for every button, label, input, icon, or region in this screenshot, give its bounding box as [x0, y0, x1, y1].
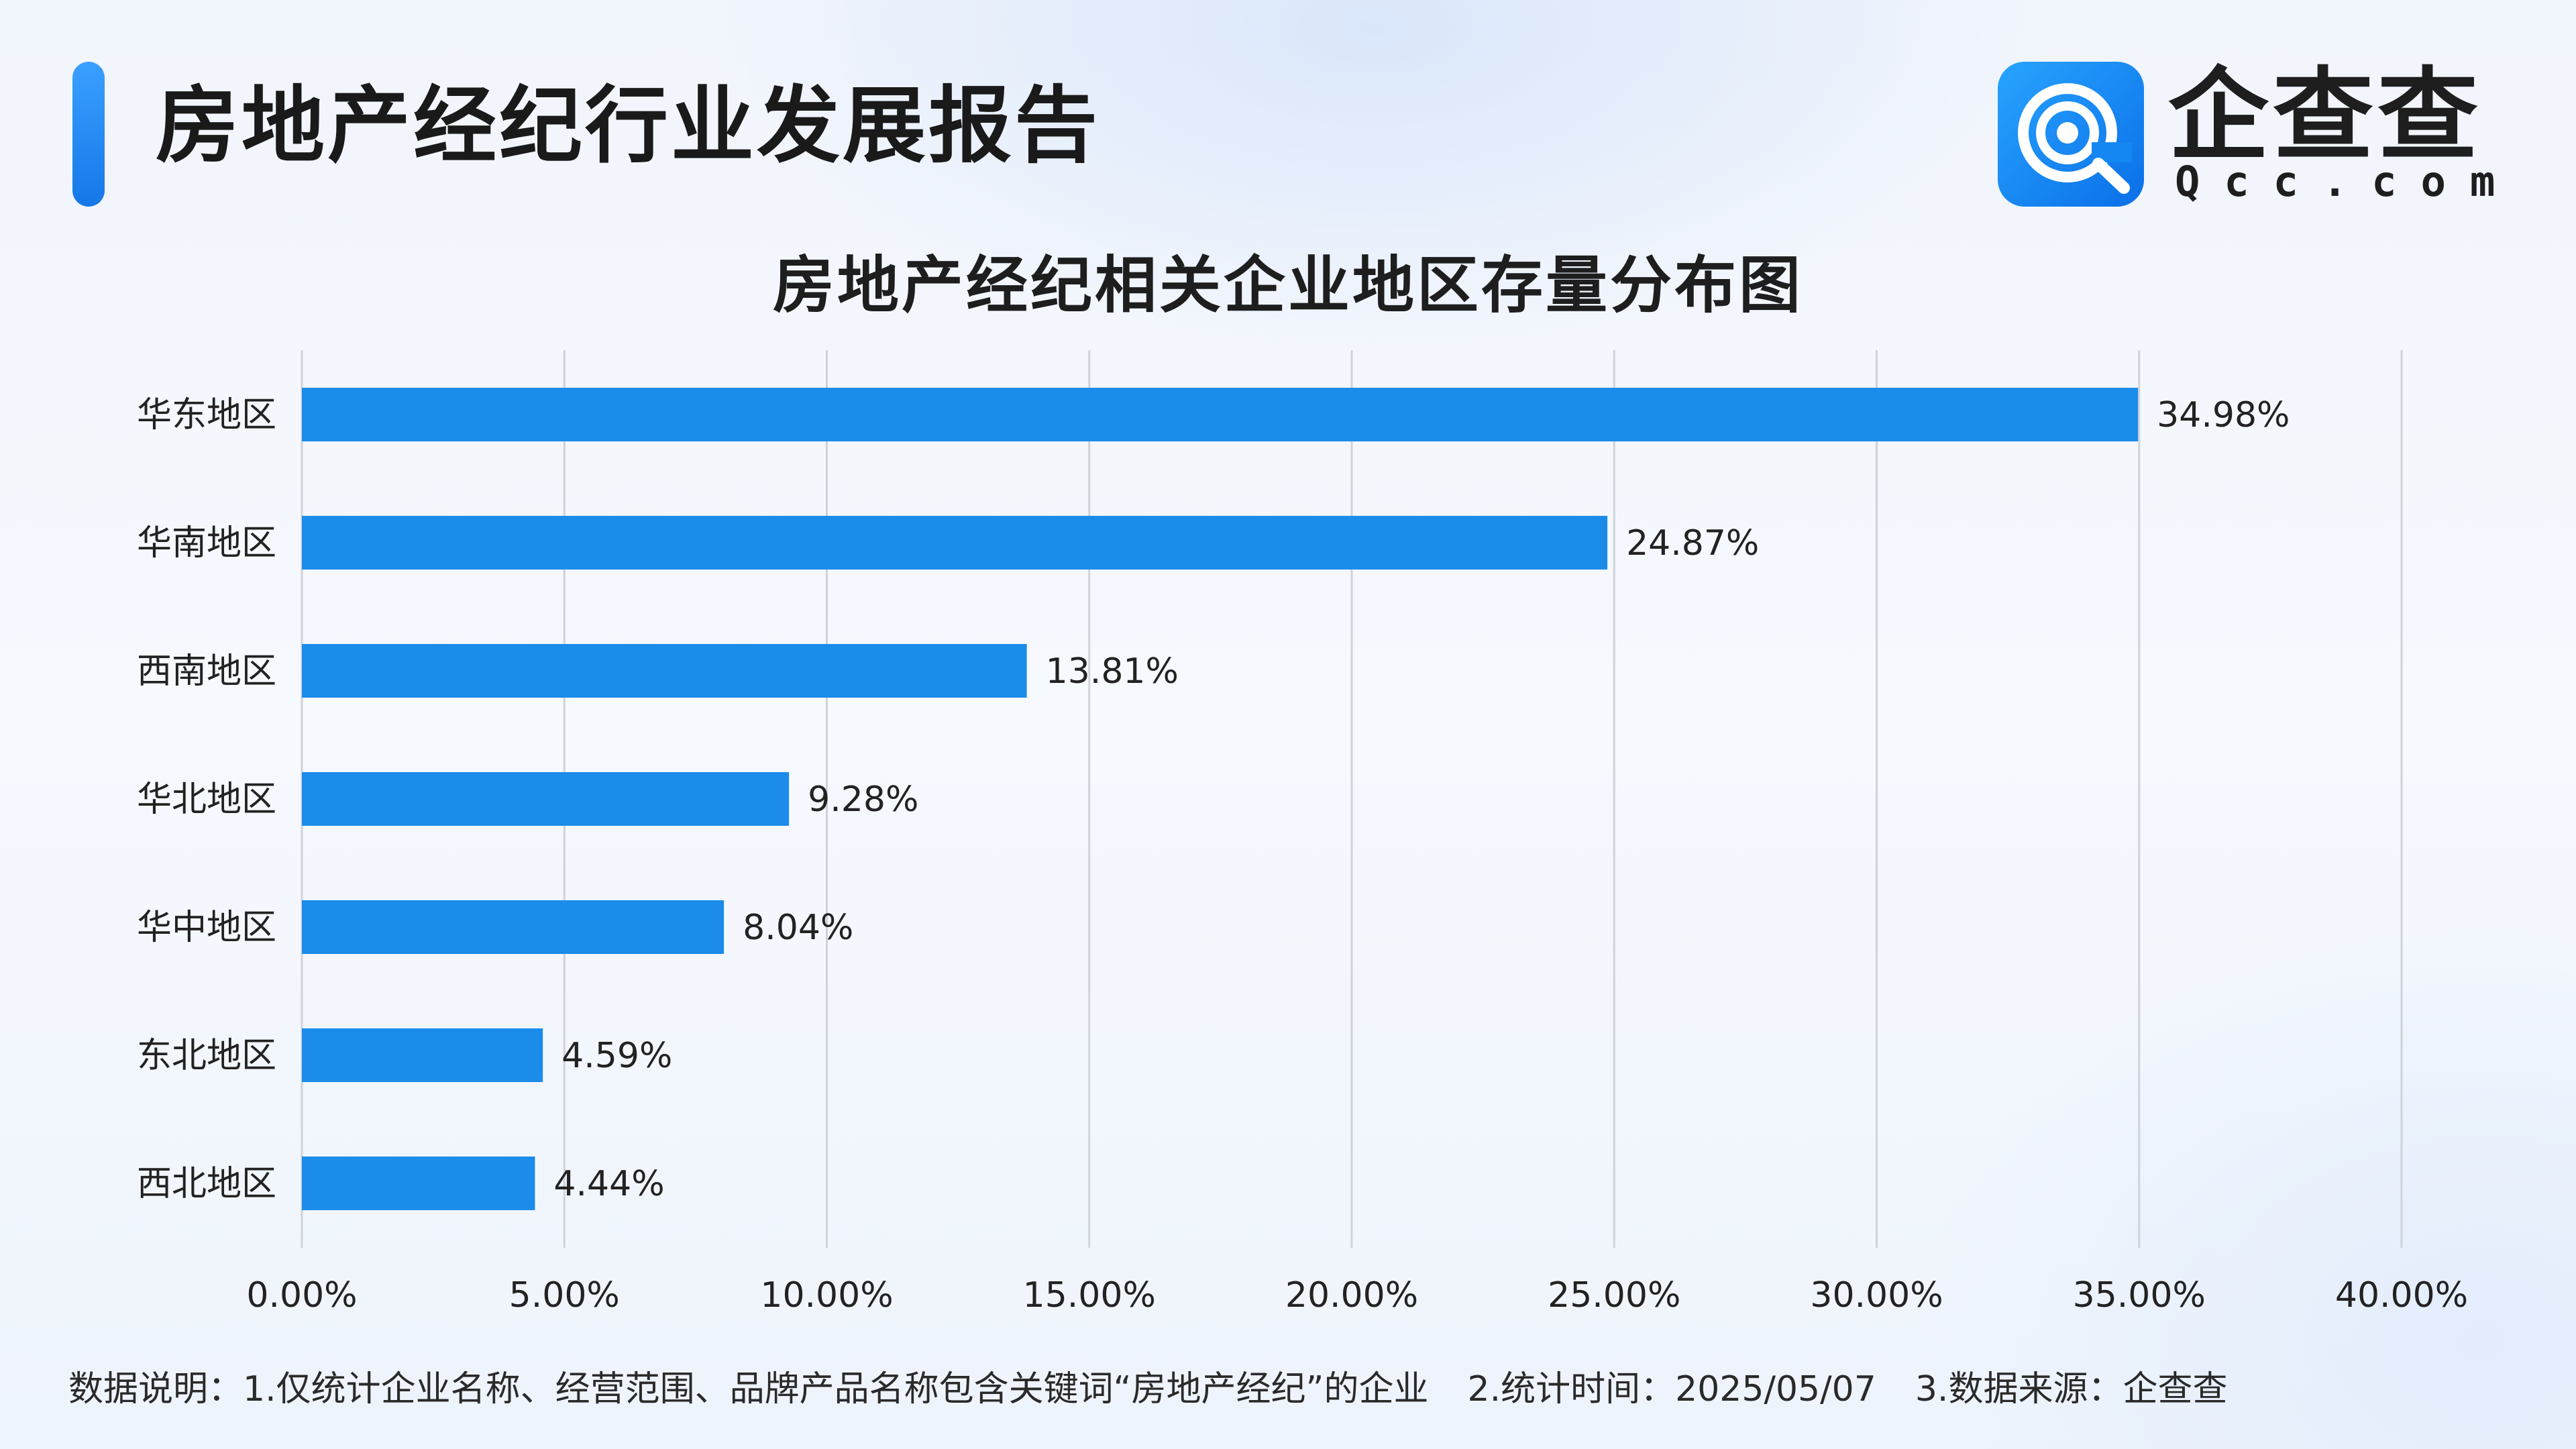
bar	[302, 772, 790, 826]
footer-note: 数据说明：1.仅统计企业名称、经营范围、品牌产品名称包含关键词“房地产经纪”的企…	[68, 1366, 2266, 1413]
category-label: 华中地区	[137, 908, 276, 948]
value-label: 8.04%	[743, 908, 853, 948]
qcc-logo-icon	[1998, 62, 2144, 207]
x-tick-label: 35.00%	[2073, 1275, 2206, 1316]
category-label: 华南地区	[137, 523, 276, 564]
category-label: 华东地区	[137, 395, 276, 435]
bar	[302, 1028, 543, 1082]
value-label: 34.98%	[2157, 395, 2290, 435]
title-accent-bar	[72, 62, 105, 207]
value-label: 24.87%	[1626, 523, 1759, 564]
x-tick-label: 15.00%	[1023, 1275, 1156, 1316]
value-label: 4.44%	[553, 1164, 664, 1204]
x-tick-label: 5.00%	[509, 1275, 620, 1316]
bar	[302, 1157, 535, 1210]
x-tick-label: 40.00%	[2335, 1275, 2468, 1316]
x-tick-label: 30.00%	[1810, 1275, 1943, 1316]
category-label: 西北地区	[137, 1164, 276, 1204]
x-tick-label: 0.00%	[246, 1275, 357, 1316]
chart-title: 房地产经纪相关企业地区存量分布图	[772, 250, 1803, 321]
footer-note-date: 2.统计时间：2025/05/07	[1467, 1369, 1876, 1409]
value-label: 13.81%	[1046, 651, 1179, 692]
page-title: 房地产经纪行业发展报告	[156, 78, 1101, 174]
bar	[302, 644, 1027, 698]
logo-wordmark: 企查查	[2168, 58, 2483, 174]
category-label: 西南地区	[137, 651, 276, 692]
bar	[302, 388, 2139, 441]
footer-note-scope: 数据说明：1.仅统计企业名称、经营范围、品牌产品名称包含关键词“房地产经纪”的企…	[68, 1369, 1429, 1409]
value-label: 4.59%	[561, 1036, 672, 1076]
x-tick-label: 20.00%	[1285, 1275, 1418, 1316]
bar	[302, 516, 1608, 570]
footer-note-source: 3.数据来源：企查查	[1915, 1369, 2228, 1409]
logo-domain: Qcc.com	[2175, 157, 2520, 206]
category-label: 华北地区	[137, 780, 276, 820]
value-label: 9.28%	[808, 780, 918, 820]
x-tick-label: 25.00%	[1548, 1275, 1680, 1316]
category-label: 东北地区	[137, 1036, 276, 1076]
bar	[302, 900, 724, 954]
x-tick-label: 10.00%	[760, 1275, 893, 1316]
